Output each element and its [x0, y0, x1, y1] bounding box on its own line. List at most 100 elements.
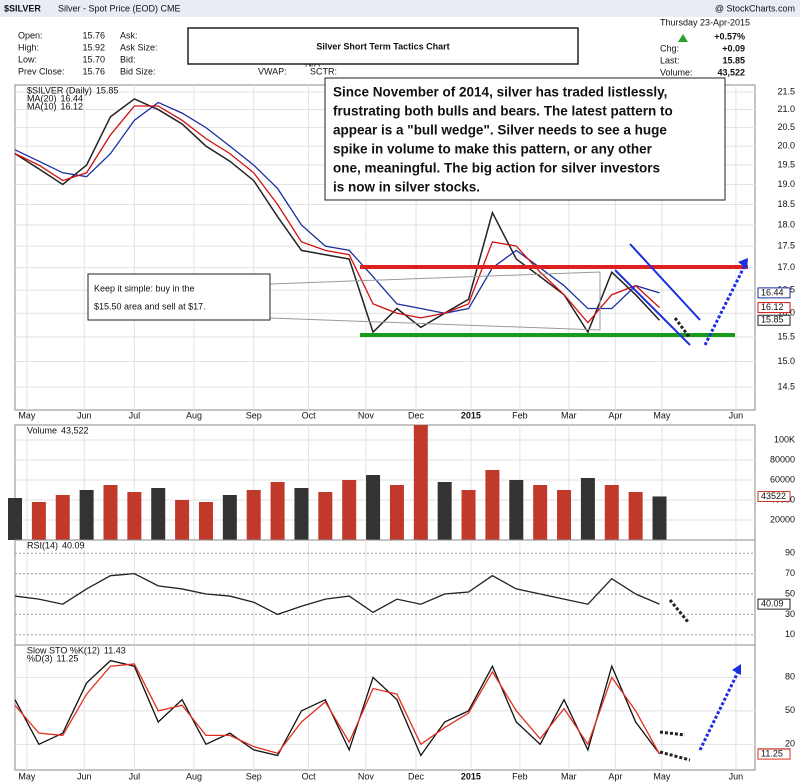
x-tick-label: Jul: [129, 771, 141, 781]
x-tick-label: 2015: [461, 771, 481, 781]
legend-name: %D(3): [27, 653, 53, 663]
field-value: 15.76: [82, 66, 105, 76]
y-tick-label: 20.5: [777, 122, 795, 132]
commentary-line: appear is a "bull wedge". Silver needs t…: [333, 123, 667, 138]
header-bar: [0, 0, 800, 17]
tip-box: [87, 273, 271, 321]
arrow-head: [732, 664, 741, 675]
arrow-right: [659, 750, 691, 762]
last-value-label: 16.44: [761, 287, 784, 297]
x-tick-label: Jun: [77, 410, 92, 420]
legend-value: 16.12: [61, 101, 84, 111]
bar: [246, 490, 261, 540]
bar: [151, 488, 166, 540]
arrow-down: [673, 317, 692, 339]
field-label: Ask:: [120, 30, 138, 40]
arrow-head: [738, 258, 748, 269]
y-tick-label: 19.5: [777, 159, 795, 169]
field-value: 15.92: [82, 42, 105, 52]
x-tick-label: Jun: [729, 410, 744, 420]
wedge-line: [629, 243, 701, 321]
field-value: 15.76: [82, 30, 105, 40]
legend-value: 11.25: [57, 653, 79, 663]
tip-line: $15.50 area and sell at $17.: [94, 301, 206, 311]
y-tick-label: 21.5: [777, 86, 795, 96]
field-label: SCTR:: [310, 66, 337, 76]
bar: [580, 478, 595, 540]
field-value: 15.70: [82, 54, 105, 64]
legend-value: 11.43: [104, 645, 126, 655]
x-tick-label: Jul: [129, 410, 141, 420]
x-tick-label: May: [653, 771, 671, 781]
header-fields: Open: 15.76 High: 15.92 Low: 15.70 Prev Close:…: [18, 30, 745, 77]
last-value-tag: [757, 490, 791, 502]
legend-name: $SILVER (Daily): [27, 85, 92, 95]
title-box: [187, 27, 579, 65]
series-line: [14, 659, 661, 757]
bar: [628, 492, 643, 540]
x-tick-label: May: [653, 410, 671, 420]
legend-name: Volume: [27, 425, 57, 435]
x-tick-label: Aug: [186, 771, 202, 781]
y-tick-label: 80000: [770, 454, 795, 464]
bar: [103, 485, 118, 540]
commentary-line: one, meaningful. The big action for silv…: [333, 161, 660, 176]
x-tick-label: Nov: [358, 410, 375, 420]
y-tick-label: 17.5: [777, 240, 795, 250]
y-tick-label: 30: [785, 609, 795, 619]
symbol: $SILVER: [4, 3, 41, 13]
x-tick-label: Mar: [561, 410, 577, 420]
x-tick-label: Aug: [186, 410, 202, 420]
field-label: Bid Size:: [120, 66, 156, 76]
series-line: [14, 105, 660, 324]
x-tick-label: Oct: [302, 771, 317, 781]
source: @ StockCharts.com: [715, 3, 795, 13]
bar: [222, 495, 237, 540]
bar: [294, 488, 309, 540]
bar: [604, 485, 619, 540]
x-tick-label: Apr: [608, 410, 622, 420]
legend-value: 43,522: [61, 425, 89, 435]
y-tick-label: 21.0: [777, 104, 795, 114]
x-tick-label: Sep: [246, 410, 262, 420]
x-tick-label: Feb: [512, 410, 528, 420]
y-tick-label: 90: [785, 548, 795, 558]
y-tick-label: 20.0: [777, 140, 795, 150]
field-label: High:: [18, 42, 39, 52]
x-tick-label: Dec: [408, 410, 425, 420]
x-tick-label: Feb: [512, 771, 528, 781]
bar: [8, 498, 22, 540]
last-value-tag: [757, 314, 791, 326]
last-value-tag: [757, 598, 791, 610]
field-value: 15.85: [722, 55, 745, 65]
x-tick-label: Jun: [77, 771, 92, 781]
legend-name: MA(10): [27, 101, 57, 111]
change-pct: +0.57%: [714, 31, 745, 41]
description: Silver - Spot Price (EOD) CME: [58, 3, 181, 13]
y-tick-label: 100K: [774, 434, 795, 444]
bar: [270, 482, 285, 540]
field-label: Volume:: [660, 67, 693, 77]
panel-frame: [14, 644, 756, 771]
field-label: Ask Size:: [120, 42, 158, 52]
x-tick-label: May: [18, 771, 36, 781]
bar: [79, 490, 94, 540]
title: Silver Short Term Tactics Chart: [316, 41, 449, 51]
y-tick-label: 10: [785, 629, 795, 639]
tip-line: Keep it simple: buy in the: [94, 283, 195, 293]
series-line: [14, 98, 661, 334]
field-value: +0.09: [722, 43, 745, 53]
last-value-label: 40.09: [761, 599, 784, 609]
y-tick-label: 15.0: [777, 356, 795, 366]
arrow-up: [698, 671, 740, 751]
commentary-line: Since November of 2014, silver has trade…: [333, 85, 667, 100]
y-tick-label: 60000: [770, 474, 795, 484]
last-value-label: 11.25: [761, 748, 783, 758]
x-tick-label: Sep: [246, 771, 262, 781]
field-label: Open:: [18, 30, 43, 40]
x-tick-label: Mar: [561, 771, 577, 781]
x-tick-label: Nov: [358, 771, 375, 781]
last-value-label: 16.12: [761, 302, 784, 312]
wedge-line: [614, 269, 691, 346]
series-line: [14, 572, 660, 616]
